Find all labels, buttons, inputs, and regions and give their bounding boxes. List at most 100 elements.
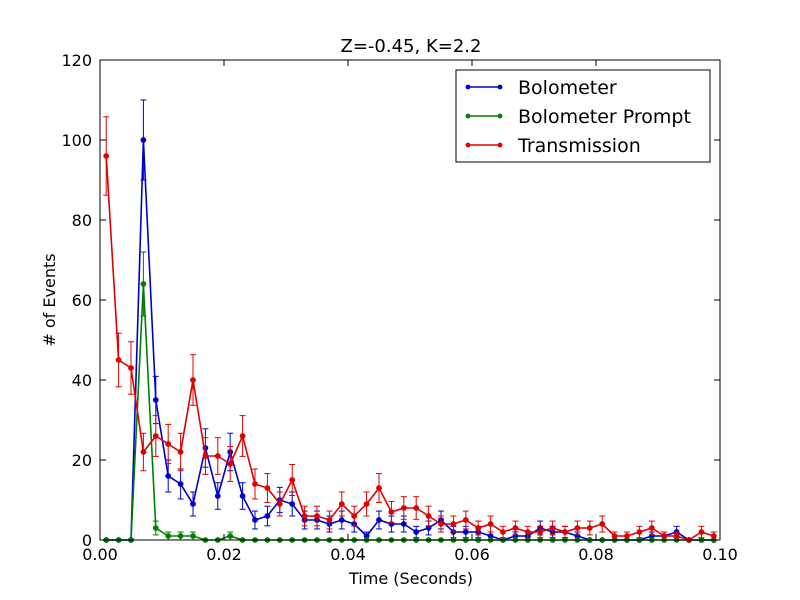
data-point [165,441,172,447]
markers-transmission [103,153,717,543]
y-tick-label: 20 [72,451,92,470]
data-point [487,521,494,527]
legend-label: Bolometer [518,77,617,99]
data-point [152,433,159,439]
legend-item-bolometer-prompt: Bolometer Prompt [465,106,691,128]
legend-marker [465,84,471,90]
data-point [190,377,196,383]
data-point [140,449,147,455]
data-point [140,281,147,287]
x-tick-label: 0.08 [578,545,614,564]
legend-label: Bolometer Prompt [518,106,691,128]
data-point [475,525,482,531]
data-point [289,501,296,507]
data-point [152,525,159,531]
y-tick-label: 120 [61,51,92,70]
data-point [165,533,172,539]
y-tick-label: 60 [72,291,92,310]
x-tick-label: 0.04 [330,545,366,564]
data-point [413,505,420,511]
data-point [710,533,717,539]
legend: Bolometer Bolometer Prompt Transmission [455,69,711,163]
legend-marker [497,142,503,148]
x-tick-label: 0.06 [454,545,490,564]
data-point [140,137,147,143]
data-point [190,533,196,539]
data-point [115,357,122,363]
data-point [227,461,234,467]
data-point [152,397,159,403]
data-point [128,365,134,371]
data-point [214,453,221,459]
y-tick-label: 100 [61,131,92,150]
data-point [698,529,705,535]
data-point [227,533,234,539]
data-point [562,529,568,535]
data-point [611,533,618,539]
data-point [314,513,320,519]
data-point [549,525,556,531]
legend-marker [465,142,471,148]
data-point [574,525,581,531]
data-point [586,525,593,531]
data-point [425,513,432,519]
data-point [338,501,345,507]
x-tick-label: 0.02 [206,545,242,564]
legend-marker [497,84,503,90]
data-point [326,517,333,523]
legend-item-transmission: Transmission [465,135,641,157]
data-point [438,521,444,527]
data-point [400,505,407,511]
series-transmission [103,116,717,543]
data-point [624,533,630,539]
y-tick-label: 80 [72,211,92,230]
data-point [400,521,407,527]
data-point [202,453,209,459]
data-point [388,509,395,515]
legend-item-bolometer: Bolometer [465,77,617,99]
data-point [190,501,196,507]
data-point [524,529,531,535]
data-point [351,513,358,519]
data-point [264,513,271,519]
data-point [276,501,283,507]
error-bars-transmission [103,116,717,541]
data-point [450,521,457,527]
data-point [462,517,469,523]
data-point [239,433,246,439]
legend-marker [465,113,471,119]
data-point [214,493,221,499]
data-point [177,481,184,487]
data-point [301,513,308,519]
y-tick-label: 40 [72,371,92,390]
data-point [376,517,382,523]
data-point [177,533,184,539]
data-point [165,473,172,479]
axis-ticks: 0.00 0.02 0.04 0.06 0.08 0.10 0 20 40 60 80 100 120 [61,51,737,564]
legend-label: Transmission [517,135,641,157]
data-point [252,517,258,523]
data-point [673,533,680,539]
chart-title: Z=-0.45, K=2.2 [341,36,482,57]
data-point [537,529,544,535]
legend-marker [497,113,503,119]
data-point [376,485,382,491]
y-tick-label: 0 [82,531,92,550]
data-point [177,449,184,455]
x-axis-label: Time (Seconds) [348,569,473,588]
data-point [338,517,345,523]
data-point [636,529,643,535]
data-point [289,477,296,483]
x-tick-label: 0.10 [702,545,738,564]
data-point [425,525,432,531]
x-tick-label: 0.00 [82,545,118,564]
data-point [661,533,668,539]
data-point [500,529,506,535]
data-point [648,525,655,531]
data-point [363,501,370,507]
y-axis-label: # of Events [40,253,59,346]
data-point [252,481,258,487]
data-point [239,493,246,499]
data-point [462,529,469,535]
